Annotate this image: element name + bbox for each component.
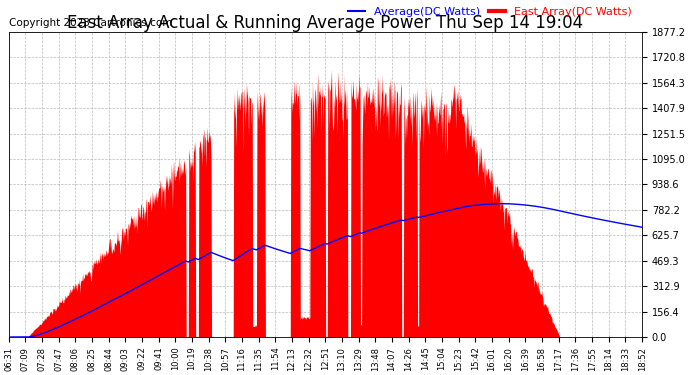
Title: East Array Actual & Running Average Power Thu Sep 14 19:04: East Array Actual & Running Average Powe… — [68, 13, 584, 32]
Text: Copyright 2023 Cartronics.com: Copyright 2023 Cartronics.com — [9, 18, 172, 28]
Legend: Average(DC Watts), East Array(DC Watts): Average(DC Watts), East Array(DC Watts) — [344, 2, 637, 21]
